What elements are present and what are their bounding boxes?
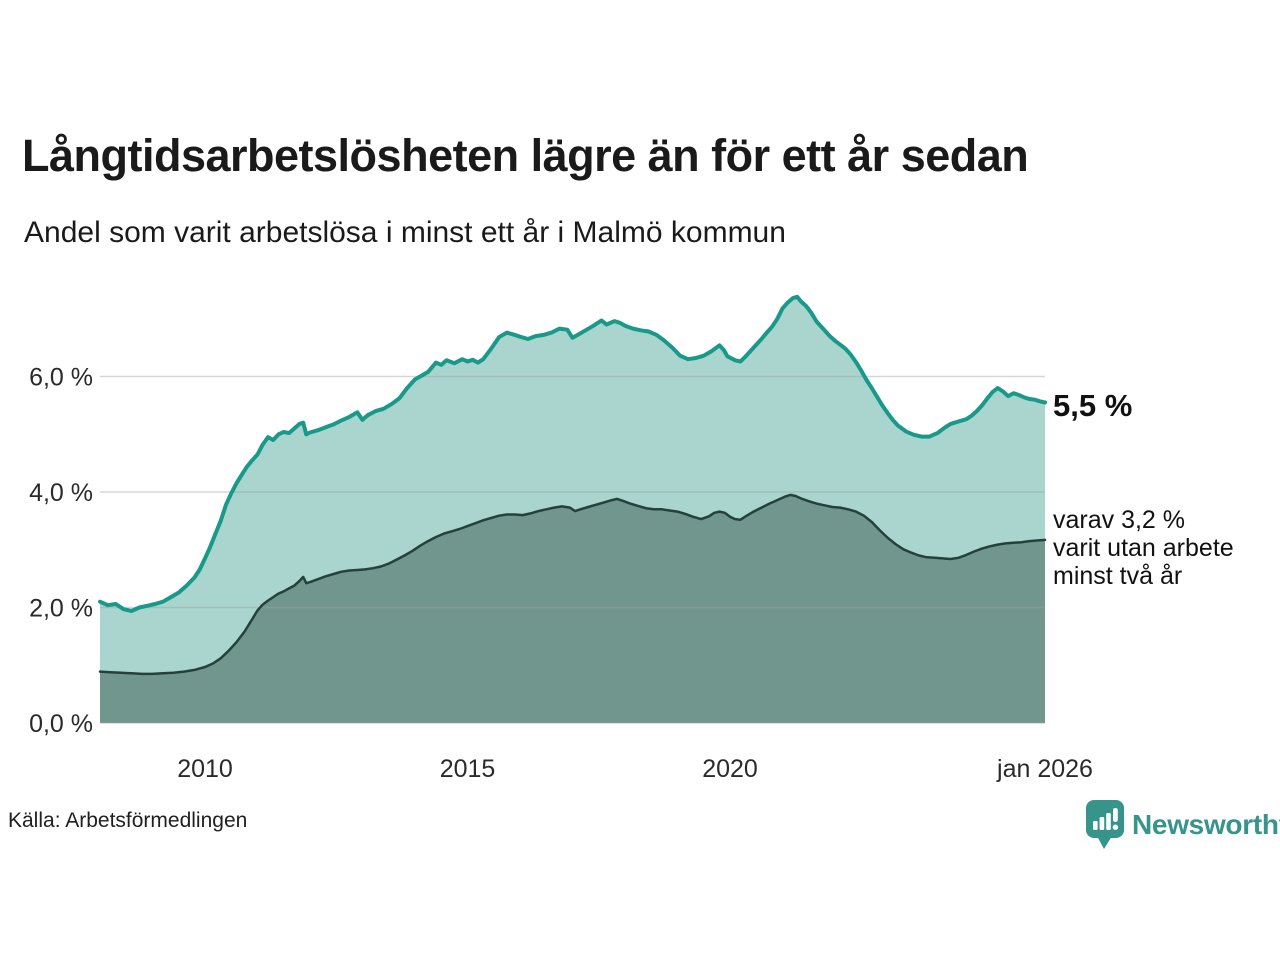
y-axis-tick-label: 6,0 % [29, 364, 93, 392]
chart-title: Långtidsarbetslösheten lägre än för ett … [22, 130, 1029, 181]
series-line-unemployed-min-two-years [98, 493, 1047, 676]
x-axis-tick-label: 2015 [440, 755, 496, 783]
y-axis-tick-label: 2,0 % [29, 595, 93, 623]
annotation-line: varit utan arbete [1053, 534, 1234, 562]
newsworthy-logo: Newsworthy [1086, 800, 1280, 850]
x-axis-tick-label: 2010 [177, 755, 233, 783]
annotation-line: varav 3,2 % [1053, 506, 1186, 534]
area-fill-unemployed-min-two-years [100, 494, 1045, 723]
annotation-two-year-share: varav 3,2 % varit utan arbete minst två … [1053, 506, 1234, 590]
y-axis-tick-label: 0,0 % [29, 710, 93, 738]
source-label: Källa: Arbetsförmedlingen [8, 809, 248, 832]
x-axis-tick-label: 2020 [702, 755, 758, 783]
newsworthy-logo-icon [1086, 800, 1124, 849]
x-axis-tick-label: jan 2026 [996, 755, 1093, 783]
series-line-unemployed-min-one-year [98, 294, 1047, 613]
newsworthy-logo-text: Newsworthy [1132, 809, 1280, 840]
chart-subtitle: Andel som varit arbetslösa i minst ett å… [24, 216, 786, 249]
y-axis-tick-label: 4,0 % [29, 479, 93, 507]
annotation-latest-total: 5,5 % [1053, 388, 1133, 423]
annotation-line: minst två år [1053, 562, 1183, 590]
